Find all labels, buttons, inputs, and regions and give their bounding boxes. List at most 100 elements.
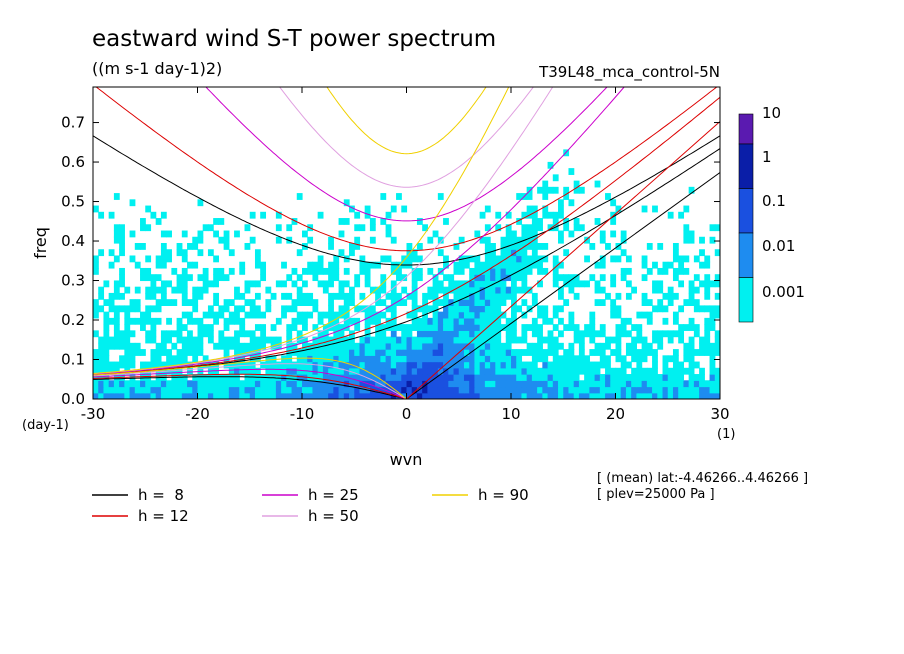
- heatmap-cell: [328, 374, 334, 381]
- heatmap-cell: [396, 274, 402, 282]
- heatmap-cell: [469, 386, 476, 394]
- heatmap-cell: [166, 255, 172, 263]
- heatmap-cell: [667, 355, 674, 363]
- heatmap-cell: [160, 280, 167, 288]
- heatmap-cell: [213, 218, 219, 225]
- heatmap-cell: [573, 361, 580, 369]
- heatmap-cell: [610, 305, 617, 313]
- heatmap-cell: [343, 355, 350, 363]
- heatmap-cell: [683, 205, 690, 213]
- heatmap-cell: [516, 286, 523, 294]
- heatmap-cell: [714, 342, 720, 350]
- heatmap-cell: [354, 305, 361, 313]
- heatmap-cell: [328, 361, 334, 369]
- heatmap-cell: [505, 380, 512, 388]
- heatmap-cell: [349, 336, 355, 344]
- heatmap-cell: [160, 349, 167, 356]
- heatmap-cell: [406, 355, 413, 363]
- heatmap-cell: [422, 386, 428, 394]
- heatmap-cell: [338, 249, 345, 257]
- heatmap-cell: [568, 392, 575, 399]
- heatmap-cell: [302, 349, 308, 356]
- heatmap-cell: [349, 380, 355, 388]
- heatmap-cell: [469, 374, 476, 381]
- y-tick-label: 0.7: [61, 114, 85, 132]
- heatmap-cell: [704, 330, 711, 338]
- heatmap-cell: [484, 367, 491, 375]
- heatmap-cell: [678, 330, 685, 338]
- heatmap-cell: [709, 317, 716, 325]
- heatmap-cell: [458, 349, 465, 356]
- heatmap-cell: [584, 367, 590, 375]
- heatmap-cell: [641, 374, 648, 381]
- heatmap-cell: [338, 342, 345, 350]
- heatmap-cell: [369, 305, 376, 313]
- heatmap-cell: [213, 267, 219, 275]
- heatmap-cell: [704, 336, 711, 344]
- heatmap-cell: [275, 367, 282, 375]
- colorbar-label: 0.001: [762, 283, 805, 301]
- heatmap-cell: [672, 292, 679, 300]
- heatmap-cell: [108, 299, 115, 306]
- heatmap-cell: [228, 342, 235, 350]
- heatmap-cell: [469, 255, 476, 263]
- x-tick-label: -30: [81, 405, 106, 423]
- heatmap-cell: [469, 336, 476, 344]
- heatmap-cell: [474, 361, 481, 369]
- heatmap-cell: [93, 305, 99, 313]
- heatmap-cell: [474, 274, 481, 282]
- heatmap-cell: [223, 349, 230, 356]
- heatmap-cell: [547, 349, 554, 356]
- heatmap-cell: [641, 274, 648, 282]
- heatmap-cell: [542, 180, 549, 188]
- heatmap-cell: [166, 386, 172, 394]
- heatmap-cell: [275, 336, 282, 344]
- heatmap-cell: [479, 236, 486, 244]
- heatmap-cell: [291, 386, 298, 394]
- heatmap-cell: [343, 367, 350, 375]
- heatmap-cell: [401, 367, 408, 375]
- heatmap-cell: [474, 261, 481, 269]
- heatmap-cell: [349, 249, 355, 257]
- y-tick-label: 0.5: [61, 193, 85, 211]
- heatmap-cell: [333, 355, 340, 363]
- heatmap-cell: [683, 392, 690, 399]
- dispersion-curve-h12: [95, 87, 718, 252]
- heatmap-cell: [328, 261, 334, 269]
- heatmap-cell: [646, 317, 653, 325]
- heatmap-cell: [458, 236, 465, 244]
- heatmap-cell: [328, 355, 334, 363]
- heatmap-cell: [652, 336, 658, 344]
- heatmap-cell: [432, 305, 439, 313]
- heatmap-cell: [239, 355, 246, 363]
- x-tick-label: -20: [185, 405, 210, 423]
- heatmap-cell: [453, 305, 460, 313]
- heatmap-cell: [453, 243, 460, 250]
- heatmap-cell: [187, 330, 193, 338]
- heatmap-cell: [281, 380, 287, 388]
- heatmap-cell: [531, 342, 538, 350]
- heatmap-cell: [385, 386, 392, 394]
- heatmap-cell: [192, 292, 199, 300]
- heatmap-cell: [463, 305, 470, 313]
- heatmap-cell: [495, 274, 502, 282]
- heatmap-cell: [380, 380, 387, 388]
- heatmap-cell: [458, 305, 465, 313]
- heatmap-cell: [166, 299, 172, 306]
- heatmap-cell: [150, 305, 157, 313]
- heatmap-cell: [709, 392, 716, 399]
- heatmap-cell: [631, 355, 637, 363]
- heatmap-cell: [380, 349, 387, 356]
- heatmap-cell: [699, 380, 705, 388]
- heatmap-cell: [542, 374, 549, 381]
- heatmap-cell: [322, 386, 329, 394]
- heatmap-cell: [495, 380, 502, 388]
- heatmap-cell: [688, 386, 695, 394]
- heatmap-cells: [93, 149, 720, 399]
- heatmap-cell: [113, 292, 120, 300]
- heatmap-cell: [699, 386, 705, 394]
- heatmap-cell: [354, 374, 361, 381]
- heatmap-cell: [505, 267, 512, 275]
- heatmap-cell: [343, 361, 350, 369]
- heatmap-cell: [354, 361, 361, 369]
